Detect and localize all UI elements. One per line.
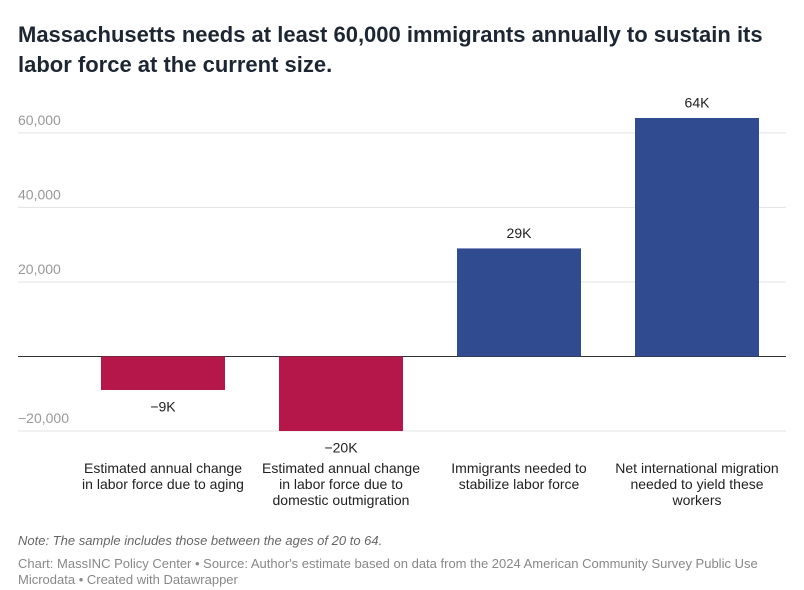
x-tick-label: Estimated annual change in labor force d… <box>82 460 244 492</box>
x-tick-label: Immigrants needed to stabilize labor for… <box>451 460 587 492</box>
y-tick-label: 60,000 <box>18 112 61 128</box>
value-label: −9K <box>150 399 176 415</box>
bar <box>101 356 225 391</box>
source: Chart: MassINC Policy Center • Source: A… <box>18 556 758 587</box>
bar <box>635 118 759 357</box>
bar <box>457 248 581 357</box>
x-tick-label: Net international migration needed to yi… <box>615 460 779 508</box>
chart-title: Massachusetts needs at least 60,000 immi… <box>18 22 763 77</box>
note: Note: The sample includes those between … <box>18 533 383 548</box>
x-tick-label: Estimated annual change in labor force d… <box>262 460 420 508</box>
bar <box>279 356 403 431</box>
value-label: −20K <box>324 440 358 456</box>
y-tick-label: 40,000 <box>18 186 61 202</box>
value-label: 29K <box>507 225 533 241</box>
y-tick-label: −20,000 <box>18 410 69 426</box>
value-label: 64K <box>685 95 711 111</box>
y-tick-label: 20,000 <box>18 261 61 277</box>
